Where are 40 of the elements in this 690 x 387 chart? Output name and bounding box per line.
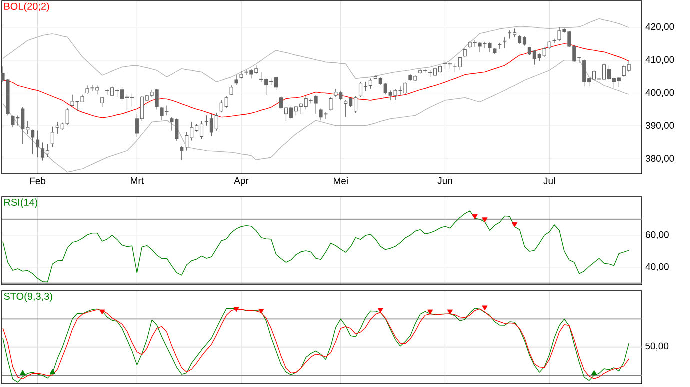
x-tick-label: Jul xyxy=(544,178,556,184)
candlestick xyxy=(329,96,333,112)
candlestick xyxy=(552,38,556,44)
point xyxy=(258,309,264,314)
candlestick xyxy=(36,130,40,158)
x-tick-label: Mrt xyxy=(131,178,144,184)
x-tick-label: Feb xyxy=(30,178,46,184)
point xyxy=(50,369,56,374)
x-tick-label: Jun xyxy=(438,178,452,184)
y-tick-label: 60,00 xyxy=(646,231,669,240)
point xyxy=(482,306,488,311)
chart-title: BOL(20;2) xyxy=(4,2,50,12)
candlestick xyxy=(50,126,54,148)
candlestick xyxy=(100,96,104,108)
candlestick xyxy=(66,108,70,126)
y-tick-label: 380,00 xyxy=(646,155,674,164)
x-tick-label: Mei xyxy=(334,178,348,184)
y-tick-label: 400,00 xyxy=(646,89,674,98)
y-tick-label: 390,00 xyxy=(646,122,674,130)
point xyxy=(482,218,488,223)
candlestick xyxy=(503,36,507,48)
candlestick xyxy=(234,75,238,86)
candlestick xyxy=(230,85,234,96)
point xyxy=(592,370,598,376)
y-tick-label: 410,00 xyxy=(646,56,674,64)
x-tick-label: Apr xyxy=(234,178,249,186)
candlestick xyxy=(458,56,462,70)
point xyxy=(234,307,240,312)
point xyxy=(472,214,478,220)
point xyxy=(512,222,518,228)
candlestick xyxy=(463,48,467,58)
y-tick-label: 40,00 xyxy=(646,263,669,272)
point xyxy=(100,310,106,315)
y-tick-label: 420,00 xyxy=(646,23,674,32)
chart-title: STO(9,3,3) xyxy=(4,292,52,302)
candlestick xyxy=(31,130,35,155)
chart-title: RSI(14) xyxy=(4,198,38,208)
candlestick xyxy=(368,78,372,90)
text: 50,00 xyxy=(646,342,669,351)
point xyxy=(20,370,26,376)
